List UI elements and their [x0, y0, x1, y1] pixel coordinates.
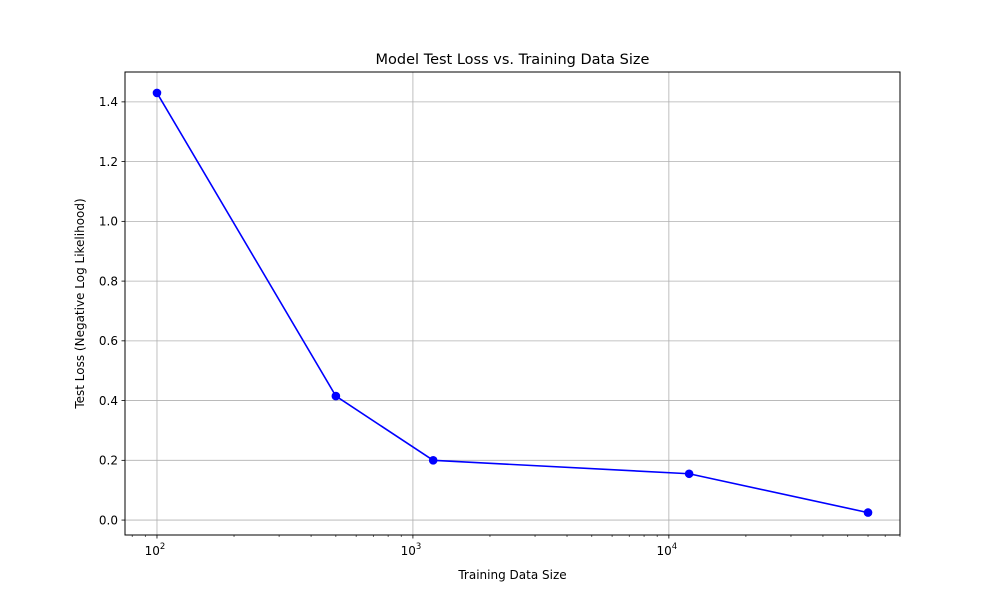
y-tick-label: 0.0 — [99, 513, 118, 527]
x-tick-label: 104 — [657, 542, 678, 558]
series-group — [152, 88, 873, 517]
grid — [125, 72, 900, 535]
y-tick-label: 1.4 — [99, 95, 118, 109]
data-point — [152, 88, 162, 98]
y-axis-label: Test Loss (Negative Log Likelihood) — [73, 198, 87, 409]
data-point — [428, 456, 438, 465]
y-tick-label: 1.2 — [99, 155, 118, 169]
y-tick-label: 0.8 — [99, 274, 118, 288]
x-tick-label-exponent: 2 — [160, 542, 165, 552]
x-tick-label: 102 — [145, 542, 166, 558]
data-point — [331, 391, 341, 401]
x-tick-label-exponent: 3 — [416, 542, 421, 552]
x-tick-label: 103 — [401, 542, 422, 558]
x-axis-label: Training Data Size — [457, 568, 566, 582]
x-tick-label-base: 10 — [401, 544, 416, 558]
x-tick-label-exponent: 4 — [672, 542, 677, 552]
y-tick-label: 1.0 — [99, 215, 118, 229]
y-tick-label: 0.4 — [99, 394, 118, 408]
data-point — [684, 469, 694, 479]
x-tick-label-base: 10 — [657, 544, 672, 558]
chart-title: Model Test Loss vs. Training Data Size — [376, 52, 650, 68]
plot-frame — [124, 71, 901, 536]
x-tick-label-base: 10 — [145, 544, 160, 558]
data-point — [863, 508, 873, 517]
y-tick-label: 0.6 — [99, 334, 118, 348]
y-tick-label: 0.2 — [99, 454, 118, 468]
